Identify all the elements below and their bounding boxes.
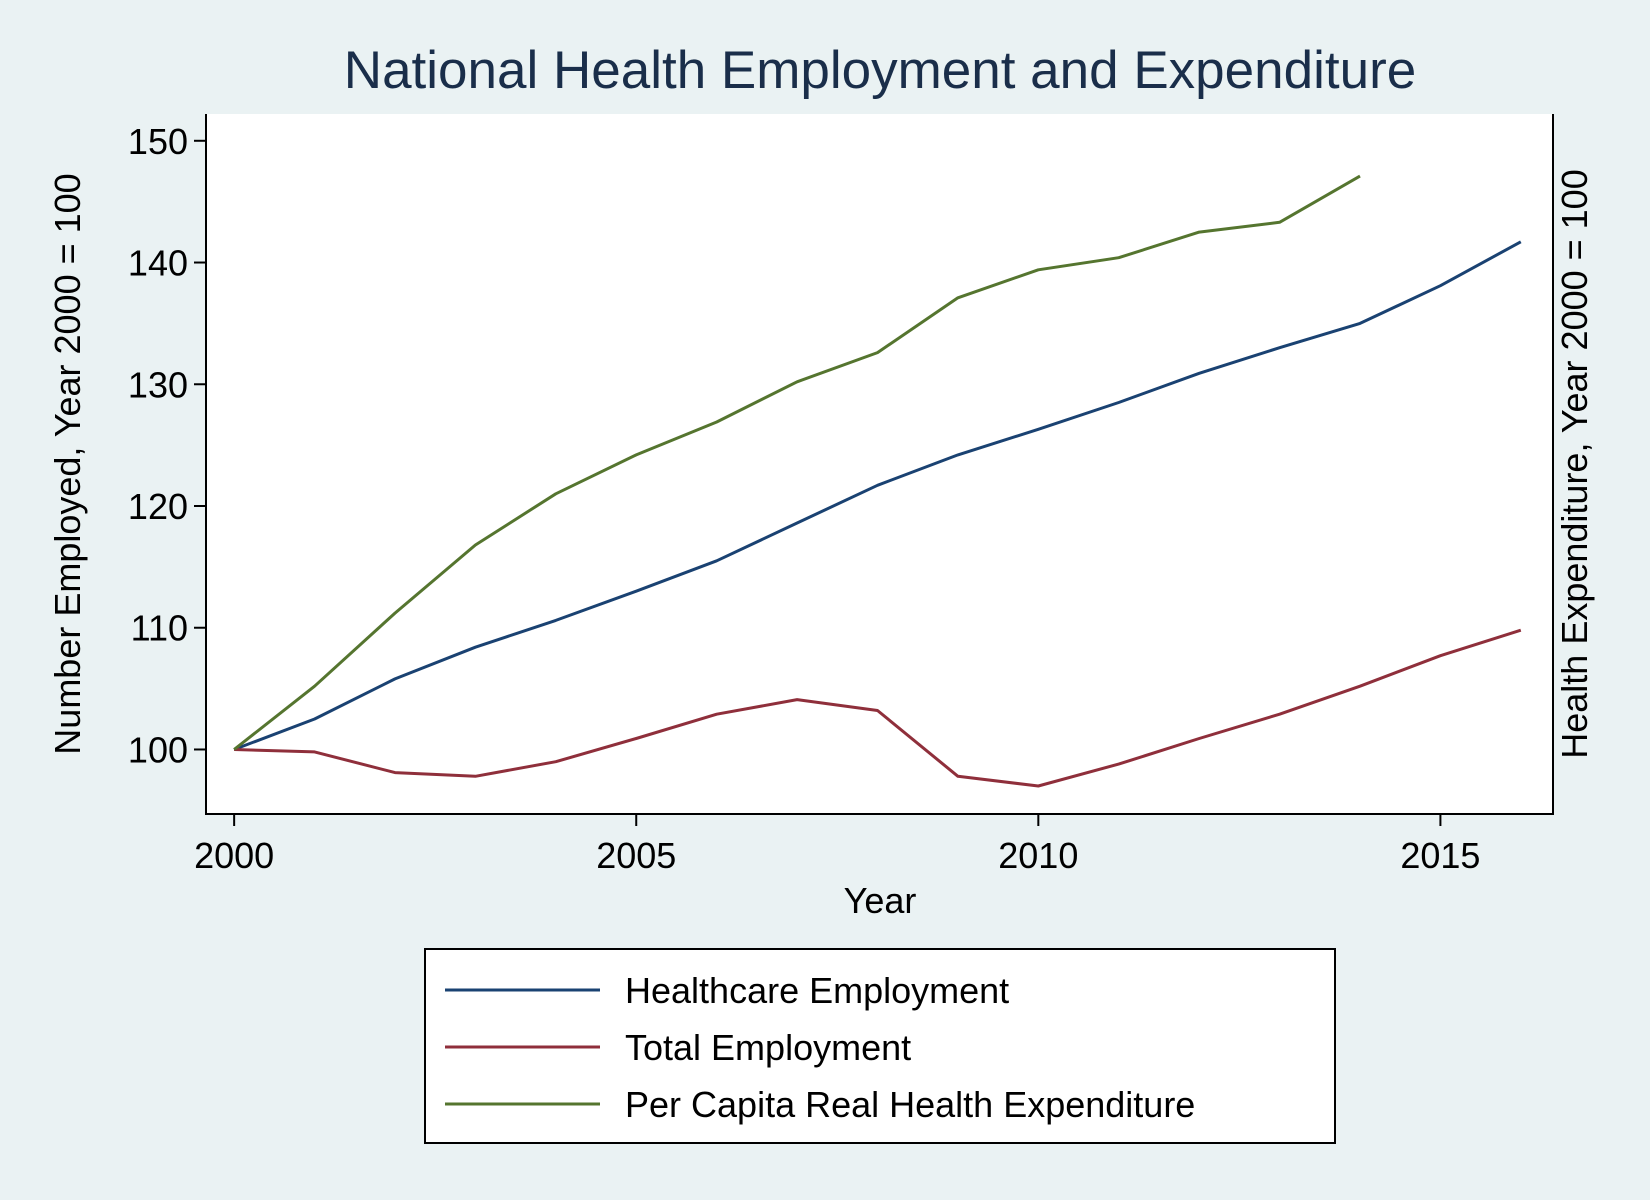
y-tick-label: 140: [128, 243, 188, 284]
y-tick-label: 130: [128, 364, 188, 405]
y-tick-label: 110: [131, 608, 188, 649]
y-axis-label-left: Number Employed, Year 2000 = 100: [47, 173, 88, 754]
legend-label-1: Healthcare Employment: [625, 970, 1009, 1011]
x-tick-label: 2015: [1400, 835, 1480, 876]
series-line-2: [234, 628, 1522, 788]
series-lines: [233, 174, 1522, 788]
y-tick-label: 150: [128, 121, 188, 162]
x-axis-label: Year: [844, 880, 917, 921]
y-axis-ticks: 100 110 120 130 140 150: [128, 121, 206, 770]
legend-label-2: Total Employment: [625, 1027, 911, 1068]
plot-area: [206, 114, 1553, 814]
y-tick-label: 120: [128, 486, 188, 527]
legend: Healthcare Employment Total Employment Per…: [424, 948, 1336, 1144]
legend-items: Healthcare Employment Total Employment Per…: [445, 970, 1195, 1125]
x-tick-label: 2000: [194, 835, 274, 876]
x-axis-ticks: 2000 2005 2010 2015: [194, 814, 1480, 876]
chart-title: National Health Employment and Expenditu…: [344, 41, 1416, 100]
series-line-3: [233, 174, 1361, 751]
x-tick-label: 2010: [998, 835, 1078, 876]
y-tick-label: 100: [128, 729, 188, 770]
legend-label-3: Per Capita Real Health Expenditure: [625, 1084, 1195, 1125]
series-line-1: [233, 240, 1522, 751]
x-tick-label: 2005: [596, 835, 676, 876]
y-axis-label-right: Health Expenditure, Year 2000 = 100: [1554, 169, 1595, 758]
